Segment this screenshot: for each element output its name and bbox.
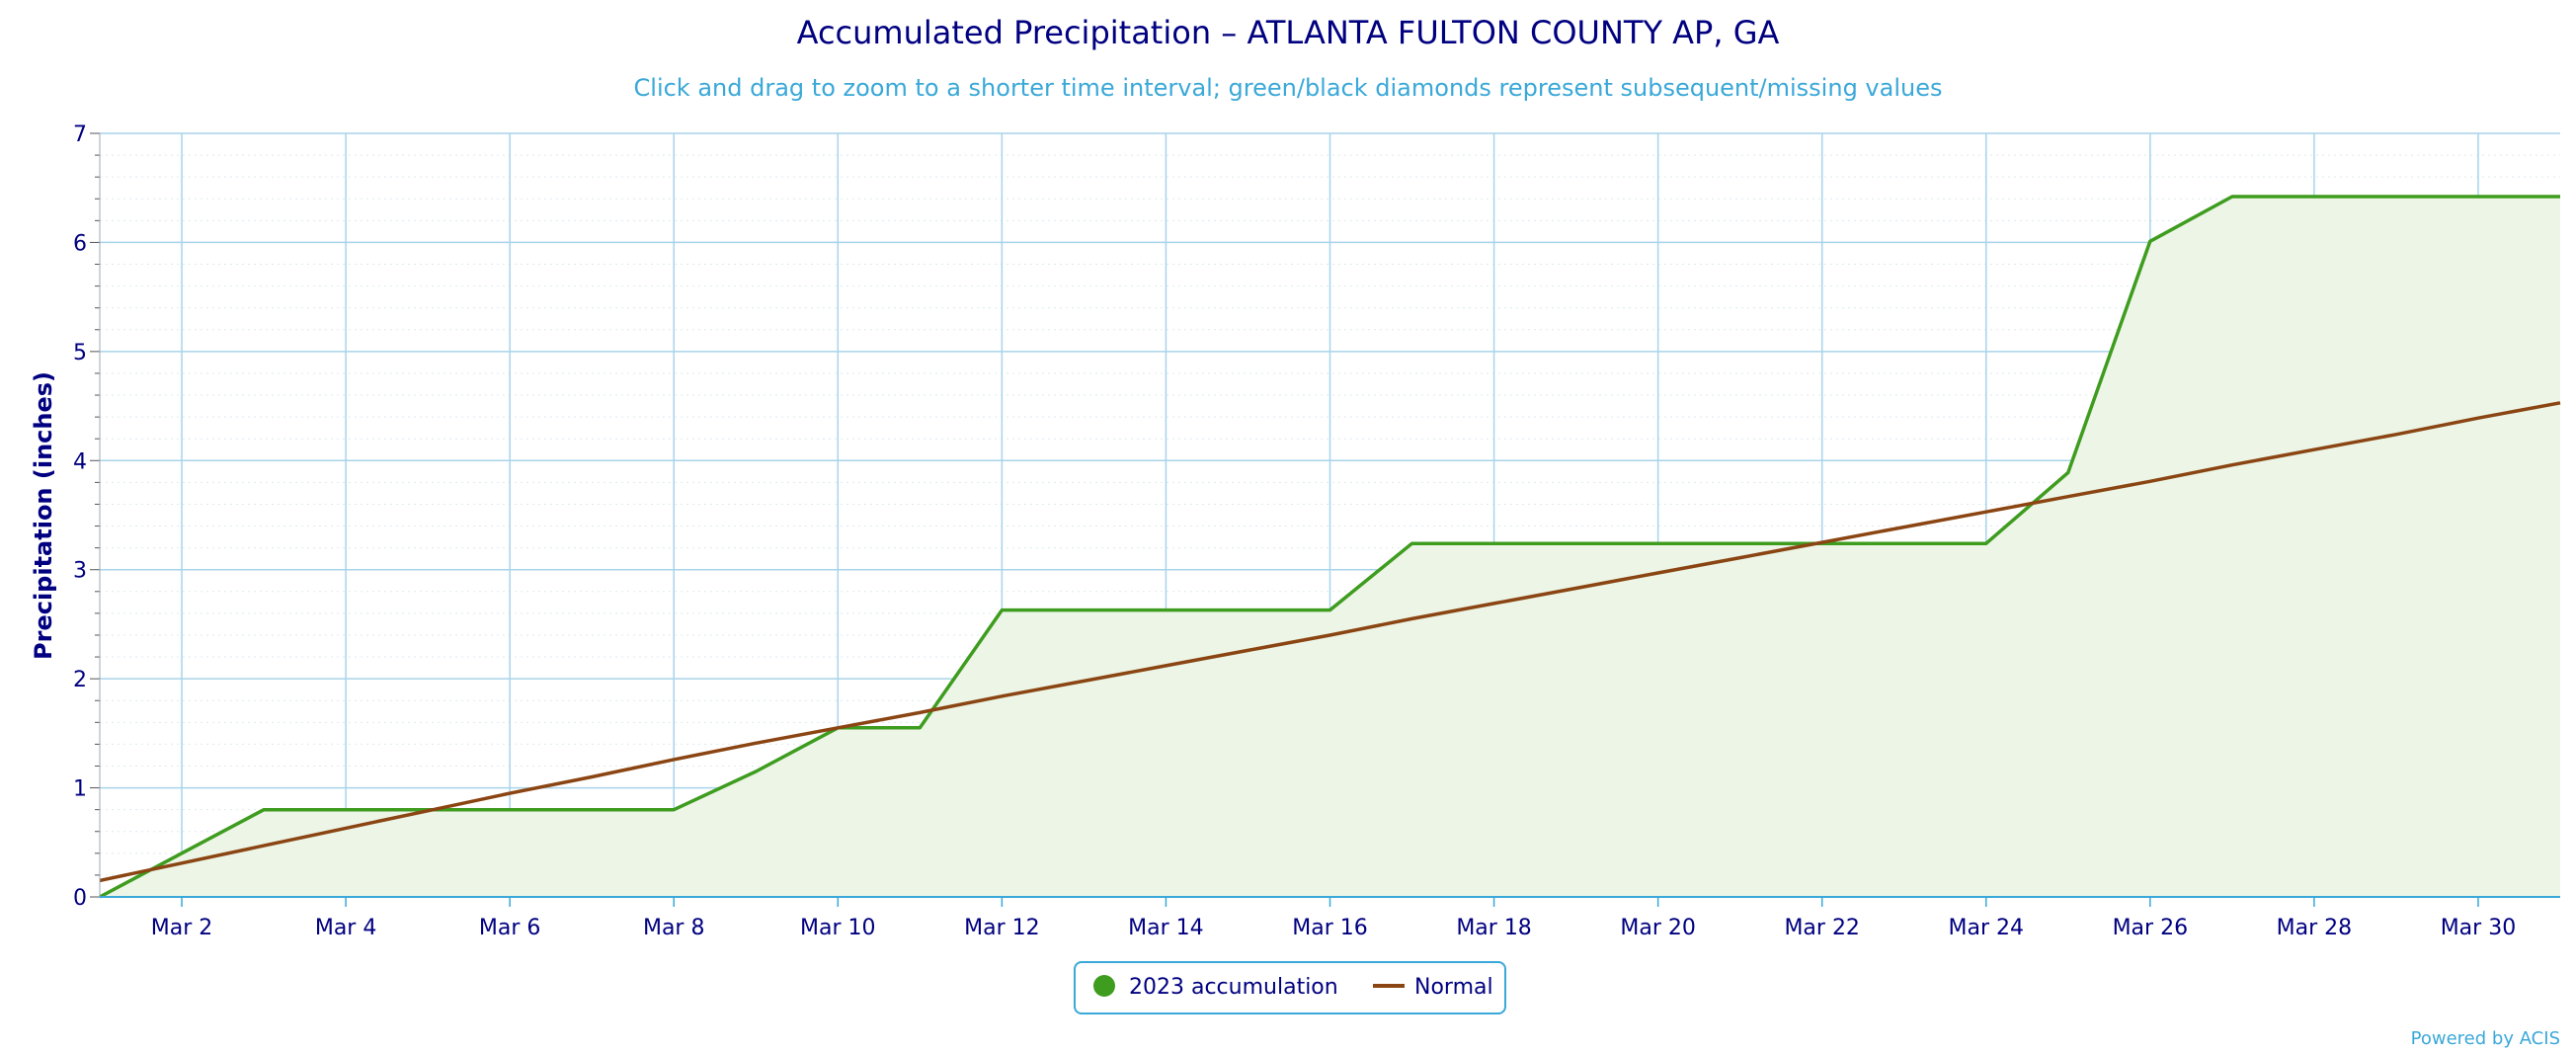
x-tick-label: Mar 4 [315,916,377,940]
y-tick-label: 2 [73,668,87,692]
x-tick-label: Mar 22 [1784,916,1860,940]
x-tick-label: Mar 30 [2441,916,2517,940]
series-layer [99,195,2561,899]
circle-marker-icon [1093,975,1115,997]
normal-line [99,401,2561,883]
y-tick-label: 4 [73,449,87,474]
x-tick-label: Mar 18 [1456,916,1532,940]
x-tick-label: Mar 20 [1620,916,1696,940]
y-tick-label: 5 [73,341,87,365]
legend-box [1074,961,1506,1014]
x-tick-label: Mar 14 [1128,916,1204,940]
x-tick-label: Mar 24 [1949,916,2025,940]
y-tick-labels: 0 1 2 3 4 5 6 7 [73,122,87,911]
axes-layer [90,132,2560,907]
y-tick-label: 6 [73,231,87,256]
accumulation-line [99,195,2560,899]
chart-subtitle: Click and drag to zoom to a shorter time… [634,74,1943,102]
legend-item-normal[interactable]: Normal [1373,975,1493,1000]
x-tick-label: Mar 16 [1292,916,1368,940]
y-tick-label: 7 [73,122,87,147]
y-axis-label: Precipitation (inches) [30,371,57,660]
x-tick-label: Mar 6 [479,916,541,940]
credit-link[interactable]: Powered by ACIS [2411,1028,2560,1049]
x-tick-label: Mar 26 [2113,916,2189,940]
y-tick-label: 3 [73,559,87,584]
legend-label-accumulation: 2023 accumulation [1129,975,1338,1000]
x-tick-label: Mar 10 [800,916,876,940]
legend[interactable]: 2023 accumulation Normal [1074,961,1506,1014]
y-tick-label: 0 [73,886,87,911]
x-tick-label: Mar 12 [964,916,1040,940]
accumulation-area [100,197,2560,897]
x-tick-labels: Mar 2 Mar 4 Mar 6 Mar 8 Mar 10 Mar 12 Mar 14 Ma… [151,916,2516,940]
legend-label-normal: Normal [1414,975,1493,1000]
x-tick-label: Mar 8 [643,916,705,940]
x-tick-label: Mar 2 [151,916,213,940]
chart-title: Accumulated Precipitation – ATLANTA FULT… [797,14,1780,51]
legend-item-accumulation[interactable]: 2023 accumulation [1093,975,1338,1000]
y-tick-label: 1 [73,777,87,802]
x-tick-label: Mar 28 [2277,916,2353,940]
